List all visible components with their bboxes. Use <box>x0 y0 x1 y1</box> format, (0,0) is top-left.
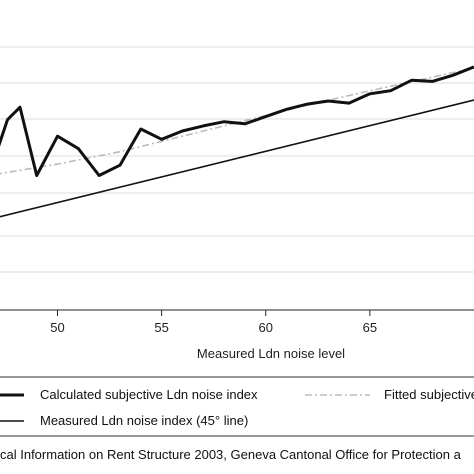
series-line <box>0 65 474 177</box>
gridlines <box>0 46 474 273</box>
x-ticks: 50 55 60 65 <box>50 310 377 335</box>
plot-lines <box>0 65 474 218</box>
legend: Calculated subjective Ldn noise index Fit… <box>0 387 474 428</box>
legend-label: Calculated subjective Ldn noise index <box>40 387 258 402</box>
x-axis-title: Measured Ldn noise level <box>197 346 345 361</box>
legend-box <box>0 376 474 437</box>
x-tick-label: 65 <box>363 320 377 335</box>
x-tick-label: 60 <box>259 320 273 335</box>
series-line <box>0 99 474 218</box>
x-tick-label: 50 <box>50 320 64 335</box>
source-note: cal Information on Rent Structure 2003, … <box>0 447 462 462</box>
legend-label: Measured Ldn noise index (45° line) <box>40 413 248 428</box>
x-tick-label: 55 <box>154 320 168 335</box>
legend-label: Fitted subjective <box>384 387 474 402</box>
